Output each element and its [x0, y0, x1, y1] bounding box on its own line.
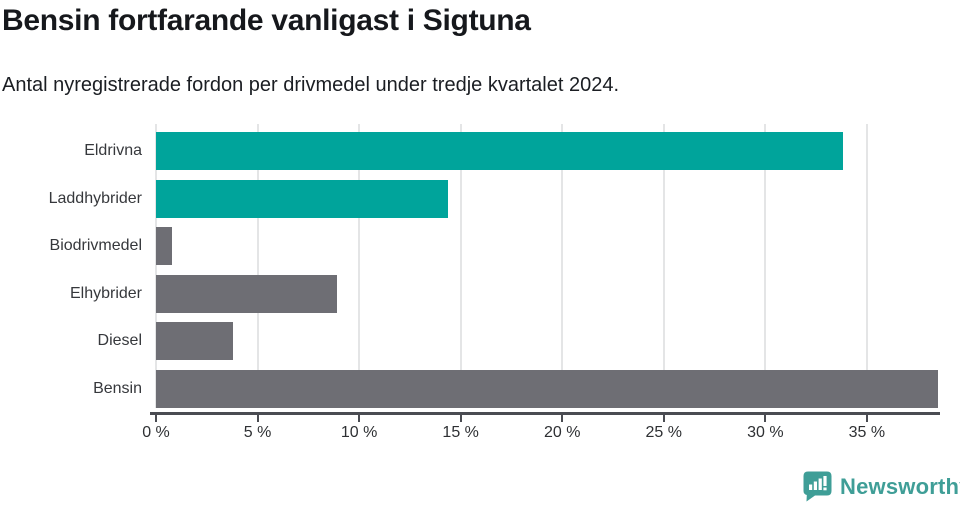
logo-exclamation-dot — [823, 487, 827, 491]
x-tick-label: 25 % — [645, 424, 682, 441]
logo-bar-large — [818, 478, 822, 490]
logo-bar-medium — [813, 481, 817, 490]
x-axis-line — [150, 412, 940, 415]
x-tick-label: 35 % — [848, 424, 886, 441]
newsworthy-logo[interactable]: Newsworthy — [803, 471, 960, 502]
gridline — [256, 124, 259, 408]
x-tick — [561, 415, 564, 422]
chart-title: Bensin fortfarande vanligast i Sigtuna — [2, 4, 531, 37]
plot-area — [155, 124, 940, 408]
category-label: Bensin — [93, 379, 142, 397]
bar — [156, 179, 448, 218]
x-tick-label: 20 % — [543, 424, 581, 441]
gridline — [155, 124, 157, 408]
gridline — [459, 124, 462, 408]
x-tick — [155, 415, 157, 422]
x-tick — [256, 415, 259, 422]
gridline — [561, 124, 564, 408]
x-tick-label: 10 % — [340, 424, 378, 441]
x-tick — [662, 415, 665, 422]
x-tick-label: 0 % — [142, 424, 170, 441]
category-label: Laddhybrider — [48, 189, 142, 207]
chart-subtitle: Antal nyregistrerade fordon per drivmede… — [2, 74, 620, 96]
logo-bar-small — [809, 484, 813, 490]
newsworthy-logo-icon — [803, 471, 832, 502]
x-tick-label: 5 % — [243, 424, 272, 441]
x-tick — [764, 415, 767, 422]
category-label: Elhybrider — [69, 284, 142, 302]
gridline — [764, 124, 767, 408]
gridline — [662, 124, 665, 408]
category-label: Diesel — [97, 332, 142, 349]
x-tick-label: 30 % — [747, 424, 784, 441]
logo-exclamation-stem — [823, 476, 827, 486]
bar — [156, 132, 843, 170]
gridline — [358, 124, 361, 408]
x-tick — [358, 415, 361, 422]
x-tick — [865, 415, 868, 422]
x-tick — [459, 415, 462, 422]
gridline — [865, 124, 868, 408]
category-label: Biodrivmedel — [49, 237, 142, 254]
bar — [156, 322, 233, 360]
bar — [156, 227, 172, 265]
newsworthy-logo-text: Newsworthy — [840, 473, 960, 499]
bar — [156, 369, 938, 408]
category-label: Eldrivna — [84, 142, 142, 159]
bar — [156, 274, 337, 313]
x-tick-label: 15 % — [442, 424, 479, 441]
